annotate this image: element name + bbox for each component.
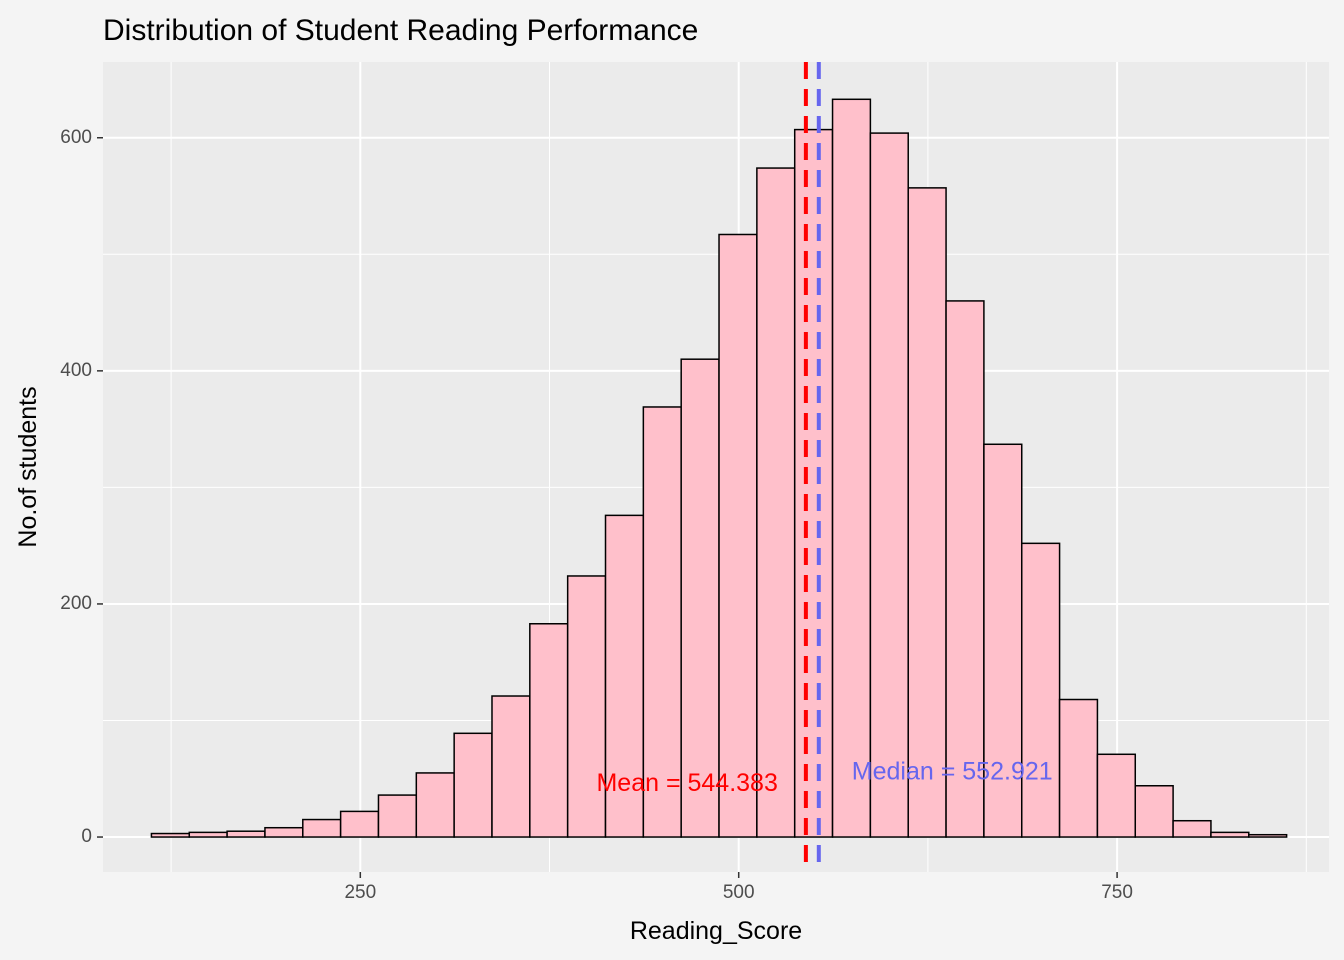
histogram-bar — [1096, 753, 1137, 838]
y-tick-label: 200 — [60, 593, 92, 614]
histogram-bar — [377, 794, 418, 838]
histogram-bar — [302, 818, 342, 838]
chart-title: Distribution of Student Reading Performa… — [103, 14, 698, 47]
mean-annotation: Mean = 544.383 — [596, 769, 777, 797]
x-axis-title: Reading_Score — [630, 917, 802, 945]
histogram-bar — [907, 187, 947, 838]
x-axis-ticks: 250 500 750 — [344, 872, 1133, 903]
histogram-bar — [529, 623, 569, 838]
histogram-bar — [491, 695, 531, 838]
histogram-bar — [566, 575, 607, 838]
histogram-bar — [831, 98, 872, 838]
y-tick-label: 400 — [60, 360, 92, 381]
histogram-bar — [945, 300, 985, 838]
y-axis-ticks: 0 200 400 600 — [60, 127, 103, 847]
histogram-bar — [150, 832, 191, 838]
histogram-bar — [1020, 542, 1061, 838]
histogram-bar — [793, 128, 834, 838]
histogram-bar — [226, 830, 266, 838]
histogram-bar — [188, 831, 228, 838]
reference-annotations: Mean = 544.383 Median = 552.921 — [596, 758, 1052, 798]
histogram-bar — [718, 233, 758, 838]
histogram-bar — [264, 826, 304, 838]
x-tick-label: 250 — [344, 882, 376, 903]
histogram-bar — [680, 358, 720, 838]
y-tick-label: 600 — [60, 127, 92, 148]
histogram-bar — [756, 167, 796, 838]
reference-lines — [803, 62, 821, 872]
histogram-bar — [415, 772, 455, 838]
y-tick-label: 0 — [81, 826, 92, 847]
histogram-bar — [869, 132, 909, 838]
histogram-bar — [983, 443, 1023, 838]
histogram-bar — [453, 732, 493, 838]
histogram-bar — [1172, 819, 1212, 838]
histogram-bar — [1210, 831, 1250, 838]
histogram-bars — [150, 98, 1288, 838]
x-tick-label: 500 — [723, 882, 755, 903]
histogram-bar — [1134, 785, 1174, 838]
histogram-bar — [604, 514, 645, 838]
histogram-bar — [339, 810, 380, 838]
histogram-bar — [1058, 698, 1099, 838]
histogram-bar — [1248, 833, 1288, 838]
y-axis-title: No.of students — [14, 386, 42, 547]
x-tick-label: 750 — [1101, 882, 1133, 903]
median-annotation: Median = 552.921 — [852, 758, 1053, 786]
